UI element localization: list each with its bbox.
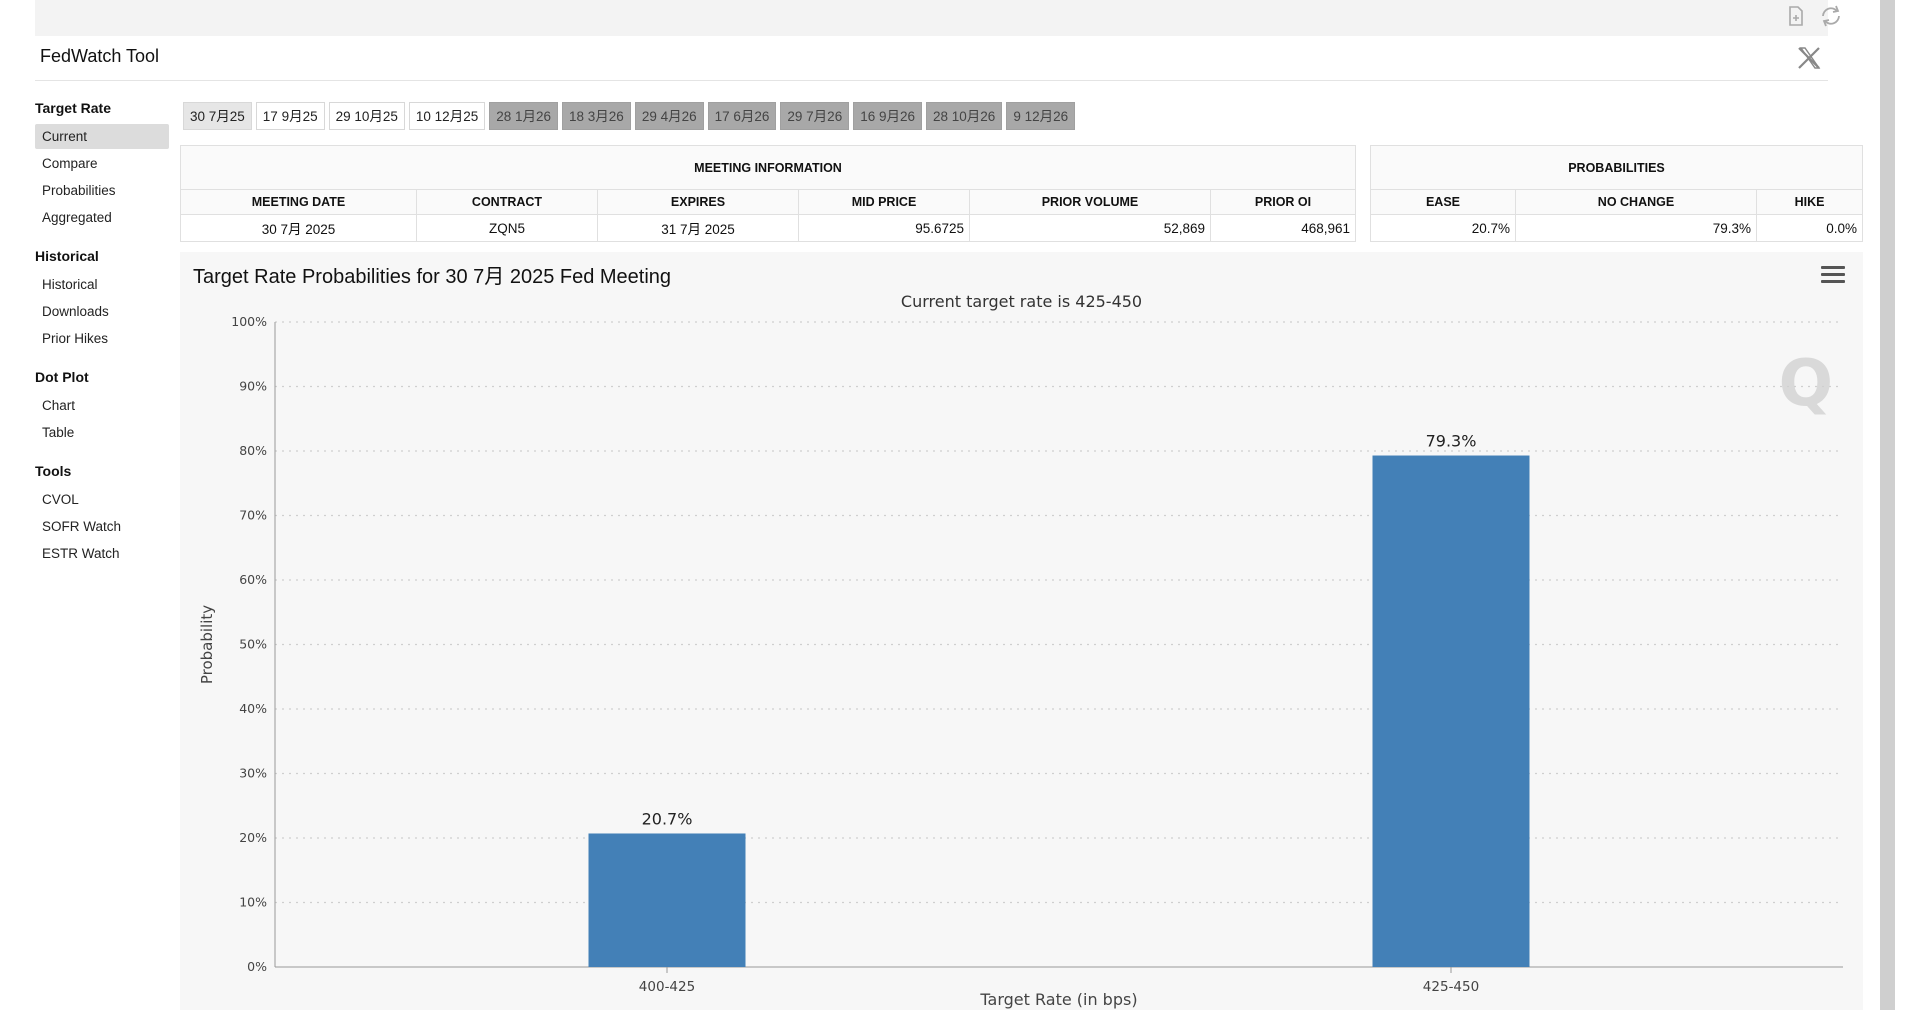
- table-cell: 95.6725: [798, 214, 970, 242]
- probabilities-caption: PROBABILITIES: [1370, 145, 1863, 190]
- x-share-icon[interactable]: [1796, 45, 1822, 71]
- chart-menu-icon[interactable]: [1821, 266, 1845, 286]
- meeting-date-tabs: 30 7月25 17 9月25 29 10月25 10 12月25 28 1月26 18 …: [183, 102, 1079, 130]
- sidebar-item-compare[interactable]: Compare: [42, 156, 98, 171]
- sidebar-heading: Target Rate: [35, 100, 111, 116]
- table-cell: ZQN5: [416, 214, 598, 242]
- y-axis-title: Probability: [198, 605, 216, 684]
- tool-header: FedWatch Tool: [35, 36, 1828, 81]
- table-cell: 31 7月 2025: [597, 214, 799, 242]
- sidebar-item-estr-watch[interactable]: ESTR Watch: [42, 546, 120, 561]
- tab-meeting-date[interactable]: 18 3月26: [562, 102, 631, 130]
- table-cell: 79.3%: [1515, 214, 1757, 242]
- chart-bar: [1372, 455, 1530, 967]
- y-tick-label: 50%: [239, 637, 267, 652]
- tab-meeting-date[interactable]: 29 10月25: [328, 102, 405, 130]
- sidebar-item-sofr-watch[interactable]: SOFR Watch: [42, 519, 122, 534]
- column-header: EASE: [1370, 189, 1516, 215]
- probabilities-table: PROBABILITIES EASE NO CHANGE HIKE 20.7% …: [1370, 145, 1863, 242]
- y-tick-label: 20%: [239, 830, 267, 845]
- chart-title: Target Rate Probabilities for 30 7月 2025…: [193, 266, 672, 288]
- y-tick-label: 90%: [239, 379, 267, 394]
- data-label: 20.7%: [642, 809, 693, 828]
- y-tick-label: 0%: [247, 959, 267, 974]
- tab-meeting-date[interactable]: 29 4月26: [634, 102, 704, 130]
- tab-meeting-date[interactable]: 28 1月26: [489, 102, 559, 130]
- top-toolbar: [35, 0, 1840, 36]
- column-header: NO CHANGE: [1515, 189, 1757, 215]
- table-row: 30 7月 2025 ZQN5 31 7月 2025 95.6725 52,86…: [180, 214, 1356, 242]
- table-cell: 52,869: [969, 214, 1211, 242]
- data-label: 79.3%: [1426, 432, 1477, 451]
- chart-panel: Target Rate Probabilities for 30 7月 2025…: [180, 252, 1863, 1010]
- tab-meeting-date[interactable]: 10 12月25: [408, 102, 486, 130]
- sidebar-group-historical: Historical Historical Downloads Prior Hi…: [35, 248, 169, 351]
- y-tick-label: 40%: [239, 701, 267, 716]
- sidebar-heading: Tools: [35, 463, 72, 479]
- sidebar-item-aggregated[interactable]: Aggregated: [42, 210, 112, 225]
- table-cell: 30 7月 2025: [180, 214, 417, 242]
- sidebar-item-cvol[interactable]: CVOL: [42, 492, 79, 507]
- tab-meeting-date[interactable]: 17 6月26: [707, 102, 777, 130]
- sidebar-item-table[interactable]: Table: [42, 425, 75, 440]
- y-tick-label: 30%: [239, 766, 267, 781]
- tab-meeting-date[interactable]: 28 10月26: [926, 102, 1003, 130]
- sidebar-item-current[interactable]: Current: [35, 124, 169, 149]
- sidebar-group-dot-plot: Dot Plot Chart Table: [35, 369, 169, 445]
- bar-chart: 0% 10% 20% 30% 40% 50% 60% 70% 80% 90% 100% 20.7% 40…: [198, 314, 1843, 1009]
- sidebar-item-chart[interactable]: Chart: [42, 398, 76, 413]
- sidebar-item-historical[interactable]: Historical: [42, 277, 98, 292]
- table-cell: 468,961: [1210, 214, 1356, 242]
- meeting-info-caption: MEETING INFORMATION: [180, 145, 1356, 190]
- table-cell: 20.7%: [1370, 214, 1516, 242]
- y-tick-label: 70%: [239, 508, 267, 523]
- table-cell: 0.0%: [1756, 214, 1863, 242]
- sidebar-group-tools: Tools CVOL SOFR Watch ESTR Watch: [35, 463, 169, 566]
- meeting-info-table: MEETING INFORMATION MEETING DATE CONTRAC…: [180, 145, 1356, 242]
- sidebar-item-downloads[interactable]: Downloads: [42, 304, 109, 319]
- x-tick-label: 400-425: [639, 979, 695, 995]
- column-header: MEETING DATE: [180, 189, 417, 215]
- y-tick-label: 10%: [239, 895, 267, 910]
- tab-meeting-date[interactable]: 30 7月25: [183, 102, 252, 130]
- sidebar-item-prior-hikes[interactable]: Prior Hikes: [42, 331, 109, 346]
- x-axis-title: Target Rate (in bps): [979, 990, 1137, 1009]
- tab-meeting-date[interactable]: 9 12月26: [1006, 102, 1076, 130]
- column-header: CONTRACT: [416, 189, 598, 215]
- table-row: 20.7% 79.3% 0.0%: [1370, 214, 1863, 242]
- sidebar-nav: Target Rate Current Compare Probabilitie…: [35, 100, 169, 584]
- sidebar-heading: Historical: [35, 248, 99, 264]
- watermark-logo: Q: [1778, 347, 1833, 421]
- chart-bar: [588, 833, 746, 967]
- sidebar-group-target-rate: Target Rate Current Compare Probabilitie…: [35, 100, 169, 230]
- y-tick-label: 60%: [239, 572, 267, 587]
- tab-meeting-date[interactable]: 29 7月26: [780, 102, 850, 130]
- tab-meeting-date[interactable]: 17 9月25: [255, 102, 325, 130]
- y-tick-label: 80%: [239, 443, 267, 458]
- export-icon[interactable]: [1784, 4, 1808, 28]
- page-title: FedWatch Tool: [40, 46, 160, 66]
- scrollbar[interactable]: [1880, 0, 1895, 1010]
- refresh-icon[interactable]: [1818, 4, 1842, 28]
- tab-meeting-date[interactable]: 16 9月26: [853, 102, 922, 130]
- column-header: PRIOR VOLUME: [969, 189, 1211, 215]
- sidebar-heading: Dot Plot: [35, 369, 89, 385]
- chart-subtitle: Current target rate is 425-450: [900, 292, 1143, 311]
- x-tick-label: 425-450: [1423, 979, 1479, 995]
- column-header: MID PRICE: [798, 189, 970, 215]
- column-header: EXPIRES: [597, 189, 799, 215]
- column-header: PRIOR OI: [1210, 189, 1356, 215]
- column-header: HIKE: [1756, 189, 1863, 215]
- y-tick-label: 100%: [231, 314, 267, 329]
- sidebar-item-probabilities[interactable]: Probabilities: [42, 183, 116, 198]
